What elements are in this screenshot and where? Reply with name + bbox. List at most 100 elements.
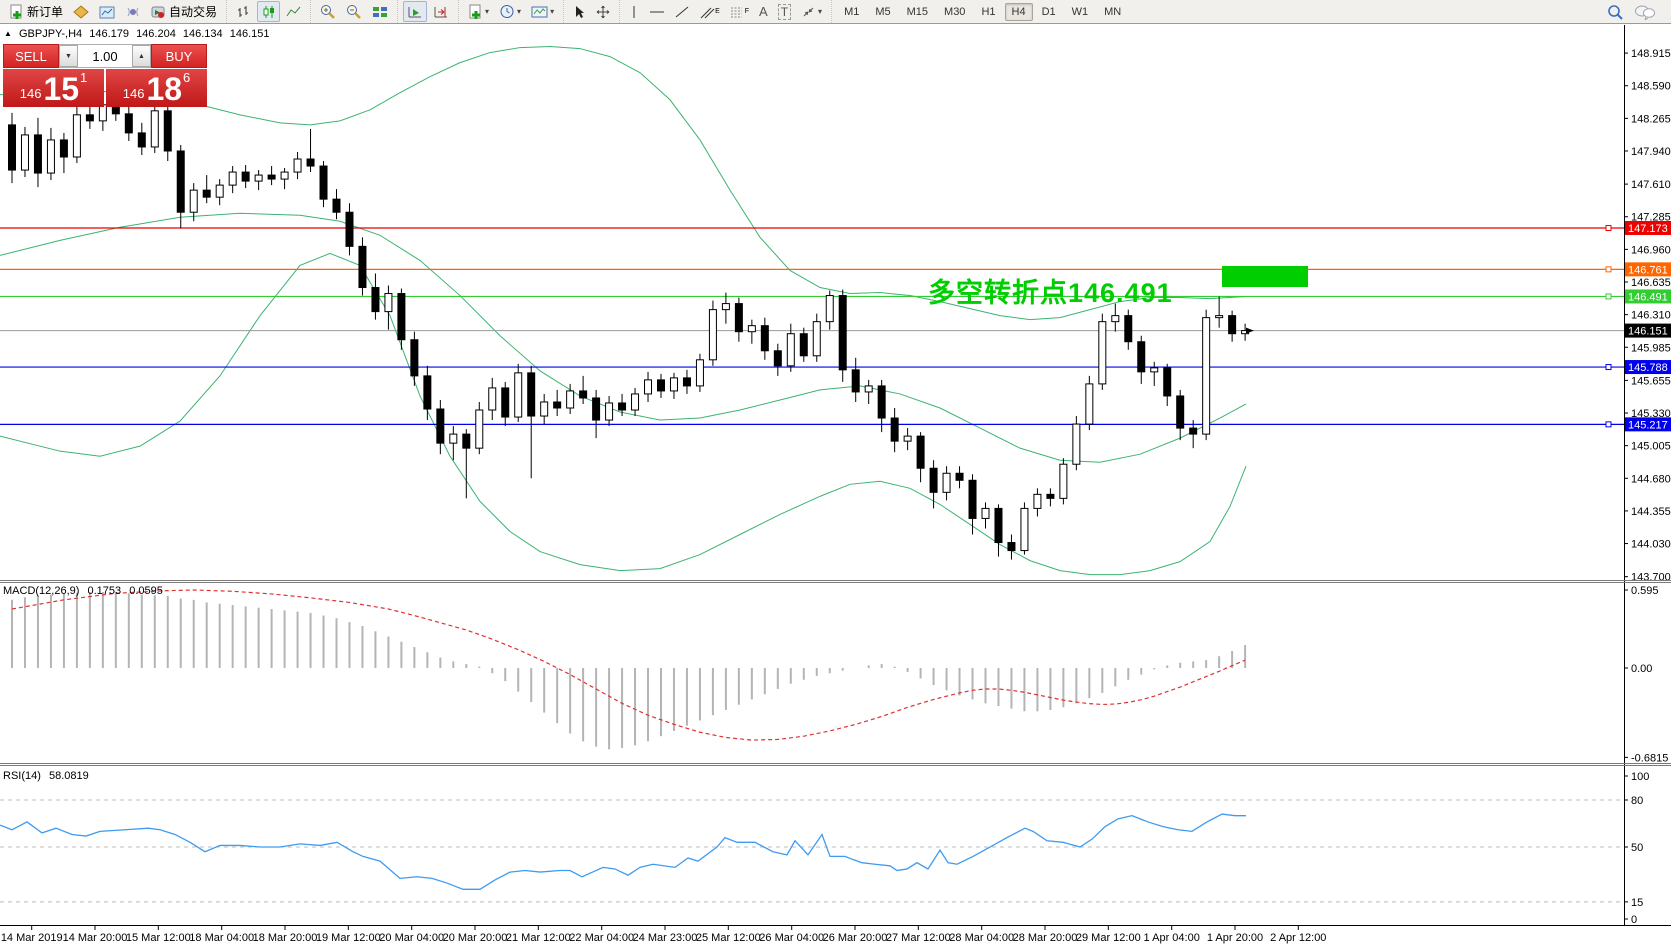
candle-bear — [436, 408, 445, 444]
text-tool-button[interactable]: A — [755, 1, 772, 22]
market-watch-button[interactable] — [69, 1, 93, 22]
time-tick-label: 29 Mar 12:00 — [1076, 932, 1141, 944]
candlestick-chart-button[interactable] — [257, 1, 281, 22]
volume-input[interactable] — [78, 45, 132, 67]
level-line-handle — [1605, 293, 1612, 300]
equidistant-channel-button[interactable]: E — [696, 1, 724, 22]
candle-bear — [1137, 341, 1146, 373]
time-tick-label: 28 Mar 04:00 — [949, 932, 1014, 944]
chart-shift-button[interactable] — [429, 1, 453, 22]
time-tick-label: 21 Mar 12:00 — [506, 932, 571, 944]
candle-bull — [605, 402, 614, 421]
price-tick-label: 145.330 — [1631, 408, 1671, 420]
periods-button[interactable]: ▾ — [495, 1, 525, 22]
candle-bull — [215, 184, 224, 198]
vertical-line-button[interactable] — [625, 1, 643, 22]
tile-windows-button[interactable] — [368, 1, 392, 22]
cursor-button[interactable] — [569, 1, 590, 22]
candle-bear — [85, 114, 94, 122]
pivot-annotation-text[interactable]: 多空转折点146.491 — [928, 278, 1173, 308]
buy-button[interactable]: BUY — [151, 44, 207, 68]
sell-price-tile[interactable]: 146 15 1 — [3, 69, 104, 107]
rsi-axis-label: 15 — [1631, 897, 1643, 909]
candle-bull — [1098, 321, 1107, 385]
search-button[interactable] — [1603, 1, 1628, 22]
candle-bear — [955, 472, 964, 481]
price-tag — [1625, 220, 1671, 235]
signals-button[interactable] — [121, 1, 145, 22]
rsi-axis-label: 50 — [1631, 842, 1643, 854]
toolbar-group-objects: ▾ ▾ ▾ — [458, 0, 563, 23]
candle-bear — [968, 479, 977, 519]
timeframe-button-w1[interactable]: W1 — [1071, 5, 1089, 18]
time-tick-label: 26 Mar 04:00 — [759, 932, 824, 944]
line-chart-button[interactable] — [282, 1, 305, 22]
buy-price-big: 18 — [146, 71, 183, 107]
candle-bear — [877, 385, 886, 419]
bollinger-bands — [0, 46, 1247, 576]
templates-dropdown-arrow[interactable]: ▾ — [550, 7, 555, 16]
timeframe-button-mn[interactable]: MN — [1104, 5, 1122, 18]
auto-scroll-icon — [408, 6, 422, 17]
timeframe-button-m30[interactable]: M30 — [944, 5, 966, 18]
timeframe-button-h1[interactable]: H1 — [981, 5, 996, 18]
timeframe-button-h4[interactable]: H4 — [1004, 2, 1033, 21]
fibo-subscript: F — [744, 8, 750, 15]
price-tick-label: 145.655 — [1631, 375, 1671, 387]
macd-signal-value: 0.0595 — [129, 585, 163, 597]
sell-button[interactable]: SELL — [3, 44, 59, 68]
navigator-button[interactable] — [95, 1, 119, 22]
bar-chart-button[interactable] — [232, 1, 255, 22]
candle-bear — [371, 287, 380, 313]
candle-bear — [553, 401, 562, 409]
zoom-in-button[interactable] — [316, 1, 340, 22]
level-line-handle — [1605, 364, 1612, 371]
toolbar-group-zoom — [310, 0, 397, 23]
arrows-button[interactable]: ▾ — [797, 1, 826, 22]
macd-axis-label: 0.595 — [1631, 585, 1659, 597]
time-tick-label: 14 Mar 20:00 — [63, 932, 128, 944]
timeframe-button-m5[interactable]: M5 — [875, 5, 891, 18]
timeframe-button-m15[interactable]: M15 — [906, 5, 929, 18]
indicators-dropdown-arrow[interactable]: ▾ — [485, 7, 490, 16]
templates-button[interactable]: ▾ — [527, 1, 558, 22]
arrows-dropdown-arrow[interactable]: ▾ — [818, 7, 823, 16]
candle-bull — [1215, 315, 1224, 319]
volume-increase-button[interactable]: ▲ — [132, 45, 151, 67]
collapse-triangle-icon[interactable]: ▲ — [4, 29, 12, 38]
candlestick-chart-icon — [263, 5, 275, 18]
volume-stepper: ▼ ▲ — [59, 44, 151, 68]
periods-dropdown-arrow[interactable]: ▾ — [517, 7, 522, 16]
indicators-button[interactable]: ▾ — [464, 1, 493, 22]
candle-bear — [1228, 315, 1237, 335]
volume-decrease-button[interactable]: ▼ — [59, 45, 78, 67]
candle-bear — [760, 325, 769, 352]
zoom-out-button[interactable] — [342, 1, 366, 22]
candle-bull — [1033, 493, 1042, 509]
macd-value: 0.1753 — [87, 585, 122, 597]
candle-bear — [423, 375, 432, 410]
new-order-button[interactable]: 新订单 — [5, 1, 67, 22]
main-price-pane — [0, 46, 1624, 576]
chat-button[interactable] — [1630, 1, 1660, 22]
candle-bull — [20, 134, 29, 171]
price-tag-label: 146.491 — [1628, 291, 1668, 303]
candle-bear — [890, 417, 899, 442]
buy-price-prefix: 146 — [122, 86, 145, 101]
text-label-button[interactable]: T — [774, 1, 795, 22]
symbol-name: GBPJPY-,H4 — [18, 28, 83, 40]
auto-trading-button[interactable]: 自动交易 — [147, 1, 221, 22]
highlight-rectangle[interactable] — [1222, 266, 1308, 287]
candle-bear — [332, 198, 341, 213]
timeframe-button-m1[interactable]: M1 — [844, 5, 860, 18]
crosshair-button[interactable] — [592, 1, 614, 22]
candle-bull — [708, 309, 717, 361]
timeframe-button-d1[interactable]: D1 — [1041, 5, 1056, 18]
trendline-button[interactable] — [671, 1, 694, 22]
buy-price-tile[interactable]: 146 18 6 — [106, 69, 207, 107]
auto-scroll-button[interactable] — [403, 1, 428, 22]
macd-pane: 0.595 0.00 -0.6815 — [11, 585, 1668, 764]
horizontal-line-button[interactable] — [645, 1, 669, 22]
fibonacci-button[interactable]: F — [726, 1, 753, 22]
